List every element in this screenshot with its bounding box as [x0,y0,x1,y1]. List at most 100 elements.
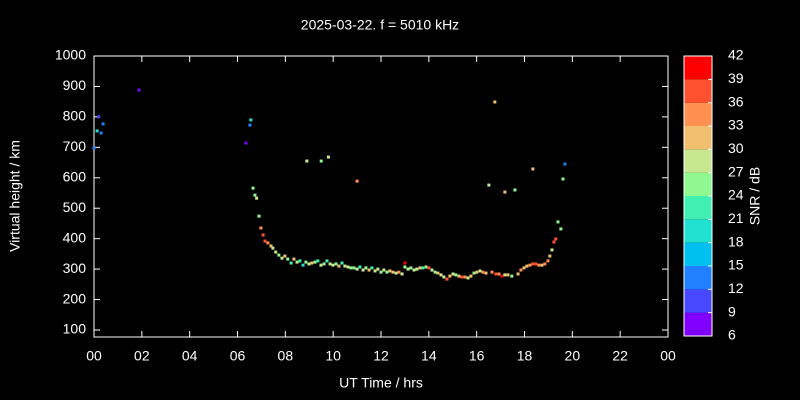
data-point [559,227,563,231]
data-point [550,248,554,252]
data-point [478,269,482,273]
data-point [487,183,491,187]
data-point [283,254,287,258]
data-point [310,261,314,265]
y-tick-label: 700 [63,138,87,154]
data-point [289,261,293,265]
x-tick-label: 08 [278,348,294,364]
x-tick-label: 00 [660,348,676,364]
data-point [554,237,558,241]
x-tick-label: 10 [325,348,341,364]
colorbar-tick-label: 36 [728,93,744,109]
colorbar-tick-label: 27 [728,163,744,179]
data-point [298,259,302,263]
data-point [269,244,273,248]
data-point [427,266,431,270]
data-point [326,155,330,159]
data-point [292,257,296,261]
data-point [415,267,419,271]
colorbar-tick-label: 33 [728,117,744,133]
data-point [319,159,323,163]
data-point [263,239,267,243]
data-point [325,259,329,263]
data-point [313,260,317,264]
data-point [271,246,275,250]
y-tick-label: 400 [63,229,87,245]
data-point [484,271,488,275]
x-tick-label: 18 [517,348,533,364]
data-point [552,240,556,244]
y-tick-label: 500 [63,199,87,215]
data-point [286,257,290,261]
colorbar-band [684,289,712,313]
data-point [249,118,253,122]
data-point [528,263,532,267]
data-point [421,266,425,270]
data-point [334,262,338,266]
data-point [448,274,452,278]
data-point [253,193,257,197]
data-point [251,186,255,190]
x-tick-label: 20 [565,348,581,364]
colorbar-tick-label: 6 [728,327,736,343]
data-point [385,270,389,274]
y-tick-label: 600 [63,168,87,184]
data-point [531,167,535,171]
colorbar-tick-label: 9 [728,303,736,319]
colorbar-label: SNR / dB [747,167,763,225]
data-point [433,270,437,274]
data-point [519,268,523,272]
data-point [460,275,464,279]
data-point [316,259,320,263]
data-point [248,123,252,127]
data-point [403,261,407,265]
data-point [274,250,278,254]
chart-title: 2025-03-22. f = 5010 kHz [301,17,459,33]
data-point [546,259,550,263]
data-point [322,262,326,266]
data-point [561,177,565,181]
data-point [261,233,265,237]
data-point [513,188,517,192]
data-point [497,272,501,276]
data-point [137,88,141,92]
data-point [543,262,547,266]
data-point [346,265,350,269]
data-point [379,270,383,274]
data-point [409,266,413,270]
y-tick-label: 200 [63,290,87,306]
data-point [349,266,353,270]
x-tick-label: 14 [421,348,437,364]
data-point [472,271,476,275]
data-point [451,272,455,276]
data-point [355,179,359,183]
colorbar-tick-label: 21 [728,210,744,226]
data-point [92,146,96,150]
colorbar-band [684,56,712,80]
x-tick-label: 04 [182,348,198,364]
data-point [430,268,434,272]
data-point [394,271,398,275]
data-point [540,263,544,267]
data-point [503,273,507,277]
data-point [442,275,446,279]
colorbar-band [684,149,712,173]
data-point [469,274,473,278]
colorbar-tick-label: 12 [728,280,744,296]
colorbar-tick-label: 30 [728,140,744,156]
data-point [388,269,392,273]
data-point [358,265,362,269]
data-point [481,270,485,274]
data-point [506,273,510,277]
data-point [500,274,504,278]
data-point [493,100,497,104]
data-point [445,277,449,281]
data-point [436,271,440,275]
data-point [439,273,443,277]
colorbar-band [684,196,712,220]
data-point [355,267,359,271]
colorbar-band [684,172,712,196]
data-point [490,270,494,274]
